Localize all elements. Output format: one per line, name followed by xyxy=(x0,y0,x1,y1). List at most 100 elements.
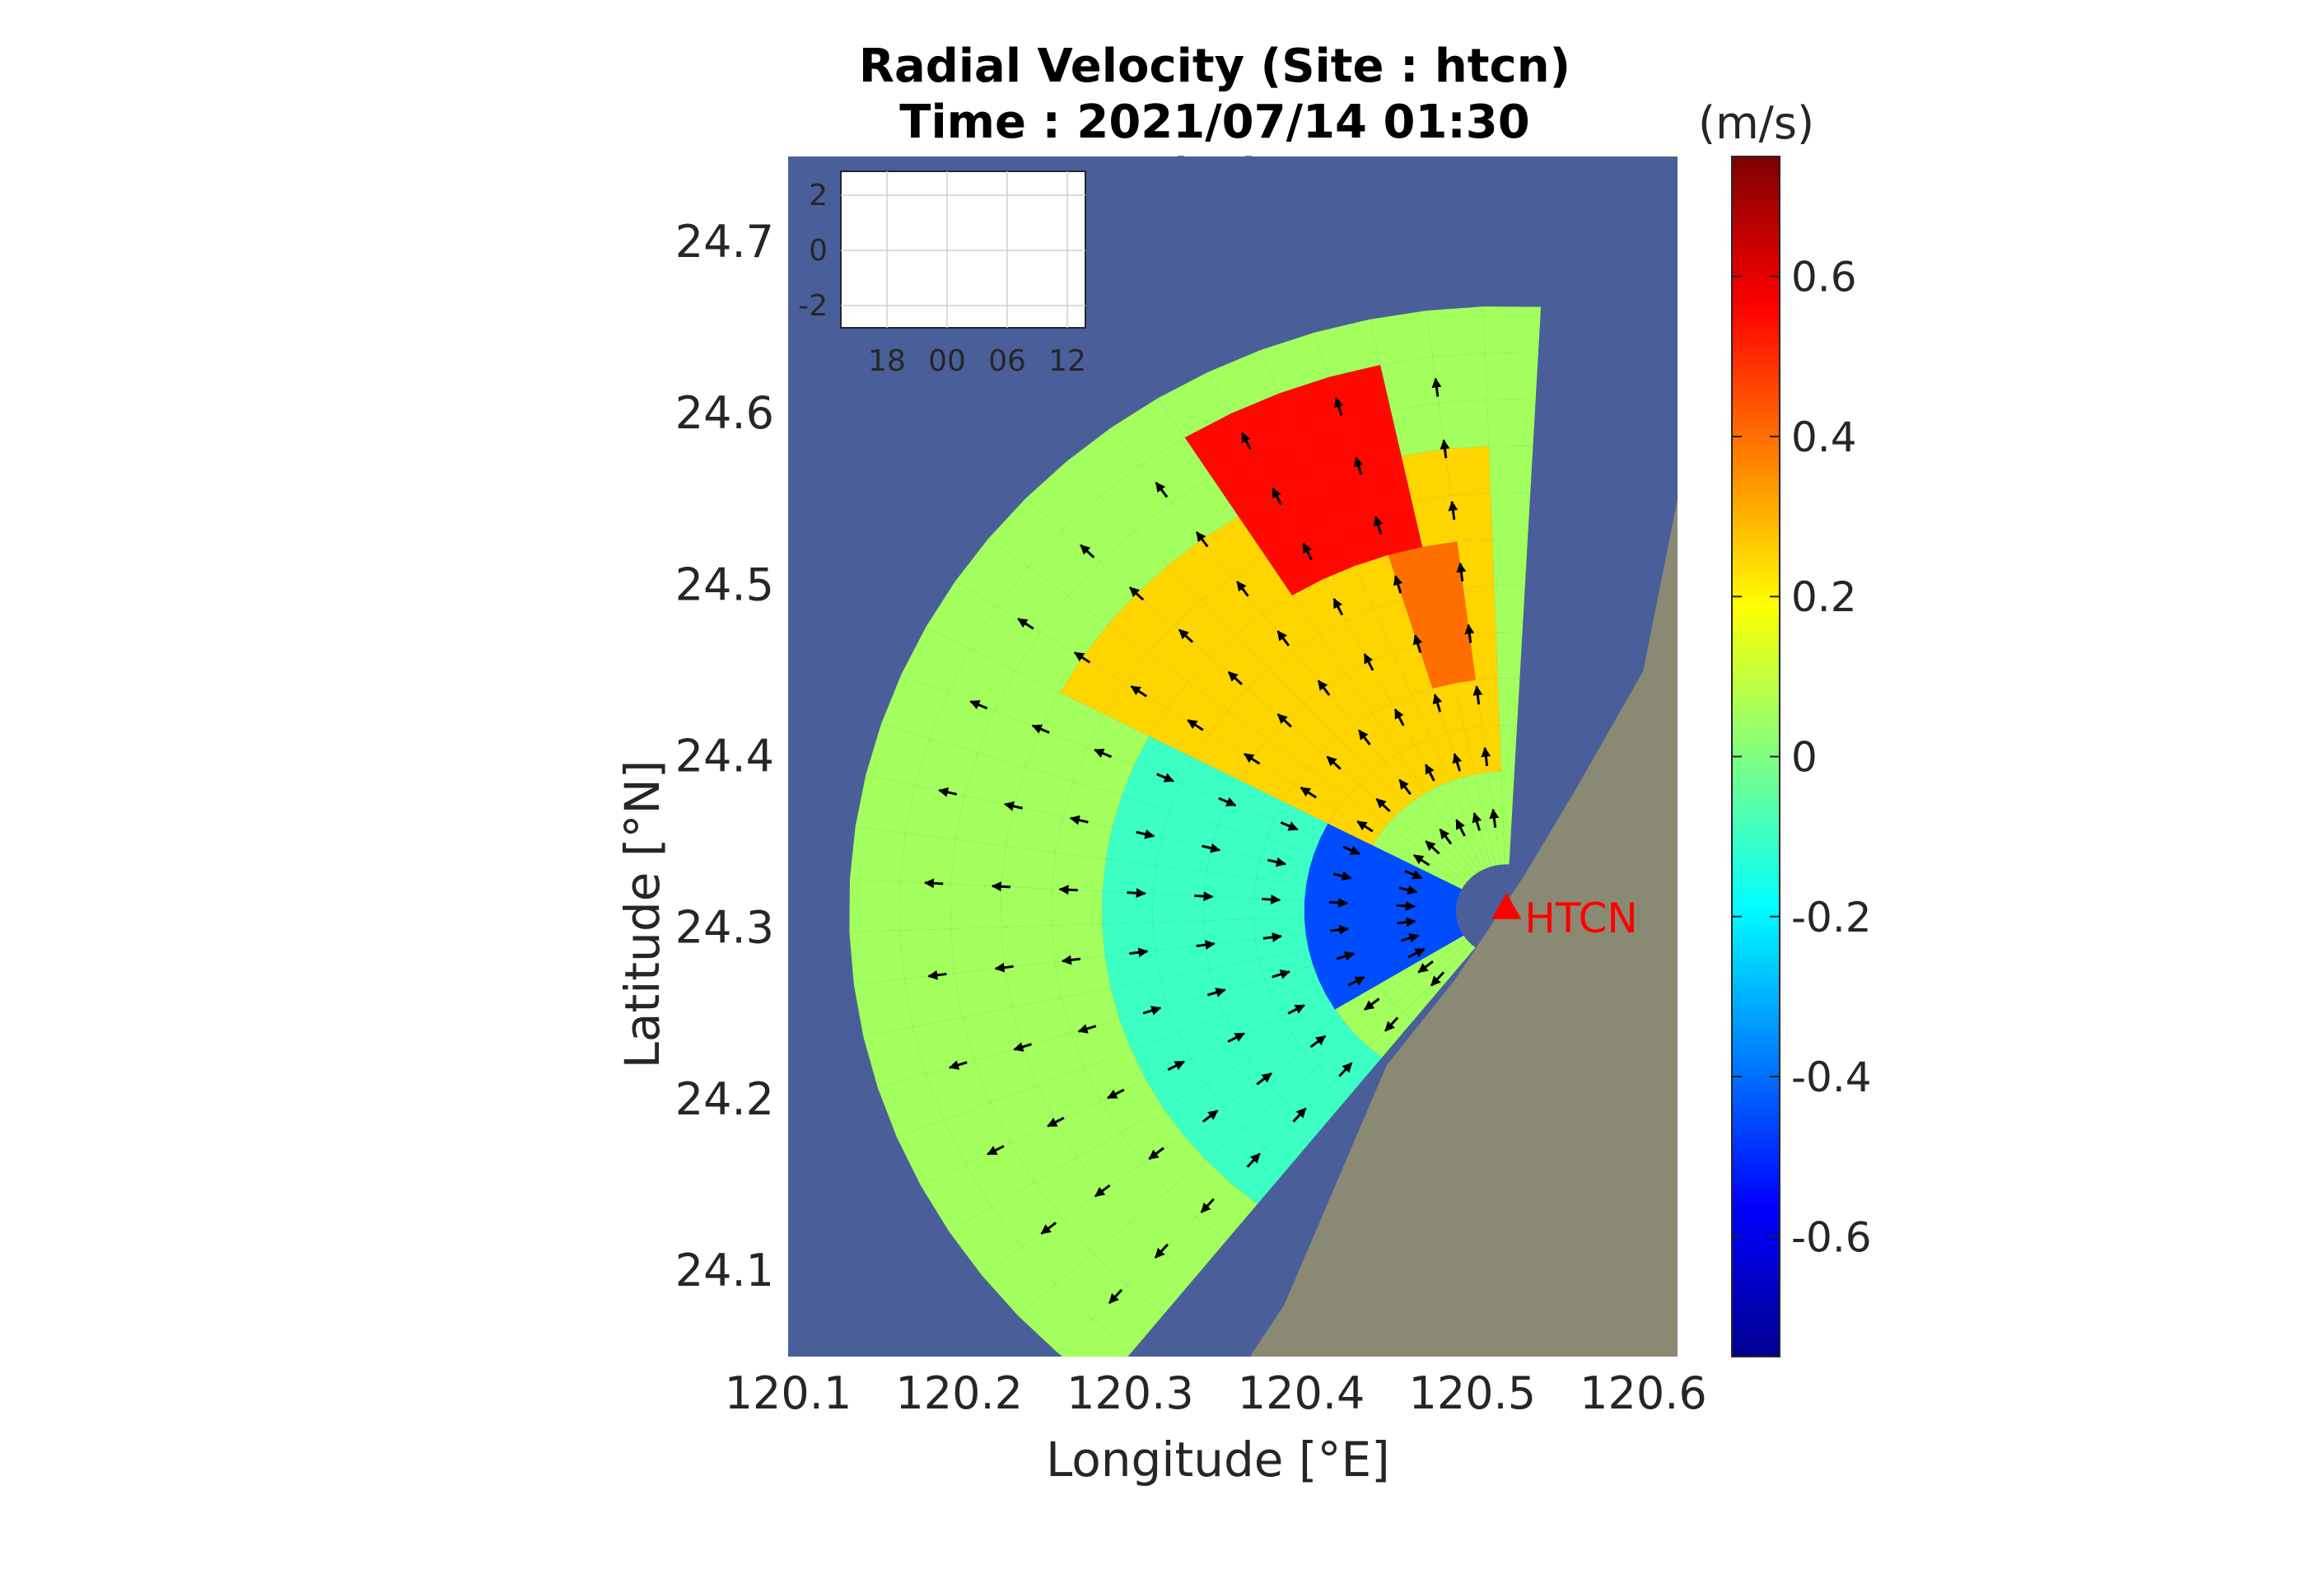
velocity-cell xyxy=(1464,726,1488,775)
current-vector xyxy=(1481,746,1491,767)
colorbar-tick-label: 0 xyxy=(1791,734,1818,782)
velocity-cell xyxy=(1100,1079,1164,1133)
velocity-cell xyxy=(1358,930,1410,952)
velocity-cell xyxy=(1155,837,1211,872)
velocity-cell xyxy=(1092,1285,1164,1351)
velocity-cell xyxy=(1337,796,1388,835)
velocity-cell xyxy=(1343,410,1402,466)
velocity-cell xyxy=(1243,1097,1300,1149)
velocity-cell xyxy=(1355,903,1406,916)
velocity-cell xyxy=(1264,965,1319,998)
velocity-cell xyxy=(954,538,1029,607)
velocity-cell xyxy=(1355,554,1403,610)
current-vector xyxy=(1431,377,1442,397)
current-vector xyxy=(1334,397,1344,416)
velocity-cell xyxy=(1494,817,1505,865)
current-vector xyxy=(1267,857,1286,867)
velocity-cell xyxy=(1303,688,1355,738)
velocity-cell xyxy=(1276,479,1337,538)
velocity-cell xyxy=(1102,891,1153,924)
velocity-cell xyxy=(1134,736,1194,784)
current-vector xyxy=(1328,897,1349,908)
velocity-cell xyxy=(1370,762,1416,807)
current-vector xyxy=(1194,891,1214,902)
velocity-cell xyxy=(1430,732,1463,782)
velocity-cell xyxy=(1503,817,1512,865)
velocity-cell xyxy=(1134,502,1202,566)
velocity-cell xyxy=(1314,838,1367,868)
velocity-cell xyxy=(1371,953,1421,985)
velocity-cell xyxy=(1410,874,1460,897)
velocity-cell xyxy=(1084,1050,1146,1101)
velocity-cell xyxy=(863,1026,926,1088)
velocity-cell xyxy=(926,581,998,649)
velocity-cell xyxy=(912,1016,975,1074)
velocity-cell xyxy=(1469,632,1498,680)
velocity-cell xyxy=(1223,1078,1281,1129)
velocity-cell xyxy=(1272,980,1327,1017)
velocity-cell xyxy=(1474,772,1495,820)
velocity-cell xyxy=(1395,806,1440,848)
velocity-cell xyxy=(1211,825,1267,859)
velocity-cell xyxy=(1108,593,1174,653)
current-vector xyxy=(969,700,988,710)
inset-x-tick: 06 xyxy=(988,344,1026,378)
velocity-cell xyxy=(955,796,1014,847)
velocity-cell xyxy=(1225,997,1281,1038)
velocity-cell xyxy=(1258,949,1314,979)
current-vector xyxy=(1489,808,1500,828)
velocity-cell xyxy=(1183,1106,1244,1161)
velocity-cell xyxy=(1253,917,1306,940)
velocity-cell xyxy=(1131,1032,1192,1080)
velocity-cell xyxy=(1483,306,1542,354)
current-vector xyxy=(1178,628,1194,643)
velocity-cell xyxy=(1309,940,1362,965)
current-vector xyxy=(1200,1198,1215,1213)
velocity-cell xyxy=(997,567,1068,633)
velocity-cell xyxy=(965,1142,1035,1207)
velocity-cell xyxy=(1318,963,1372,996)
velocity-cell xyxy=(1358,867,1411,890)
velocity-cell xyxy=(1066,427,1141,497)
velocity-cell xyxy=(1281,995,1335,1035)
current-vector xyxy=(1202,1110,1219,1123)
velocity-cell xyxy=(1293,634,1346,689)
velocity-cell xyxy=(1210,634,1270,689)
velocity-cell xyxy=(1346,783,1396,825)
velocity-cell xyxy=(1171,477,1239,540)
velocity-cell xyxy=(1373,501,1423,555)
velocity-cell xyxy=(947,648,1015,712)
current-vector xyxy=(1244,753,1261,765)
velocity-cell xyxy=(1494,585,1525,633)
current-vector xyxy=(1413,854,1430,867)
velocity-cell xyxy=(1216,979,1272,1016)
velocity-cell xyxy=(1235,1016,1292,1059)
velocity-cell xyxy=(897,1119,966,1186)
current-vector xyxy=(1148,1147,1164,1161)
velocity-cell xyxy=(1365,946,1416,974)
current-vector xyxy=(1080,544,1095,558)
velocity-cell xyxy=(974,1046,1038,1103)
land-area xyxy=(1249,499,1678,1357)
current-vector xyxy=(1061,955,1081,965)
velocity-cell xyxy=(1318,1035,1369,1081)
current-vector xyxy=(1206,988,1226,997)
velocity-cell xyxy=(1061,988,1120,1034)
current-vector xyxy=(1432,694,1443,712)
velocity-cell xyxy=(1409,924,1460,946)
velocity-cell xyxy=(1142,1134,1206,1191)
velocity-cell xyxy=(1356,922,1408,941)
current-vector xyxy=(1073,652,1091,664)
velocity-cell xyxy=(1052,853,1106,892)
velocity-cell xyxy=(1255,933,1309,960)
velocity-cell xyxy=(1055,816,1113,859)
current-vector xyxy=(1013,1042,1032,1052)
velocity-cell xyxy=(1314,319,1381,377)
velocity-cell xyxy=(901,627,971,694)
velocity-cell xyxy=(1056,1100,1121,1158)
current-vector xyxy=(1227,670,1243,685)
velocity-cell xyxy=(903,973,963,1027)
velocity-cell xyxy=(1463,585,1496,634)
x-tick-label: 120.2 xyxy=(895,1367,1023,1419)
